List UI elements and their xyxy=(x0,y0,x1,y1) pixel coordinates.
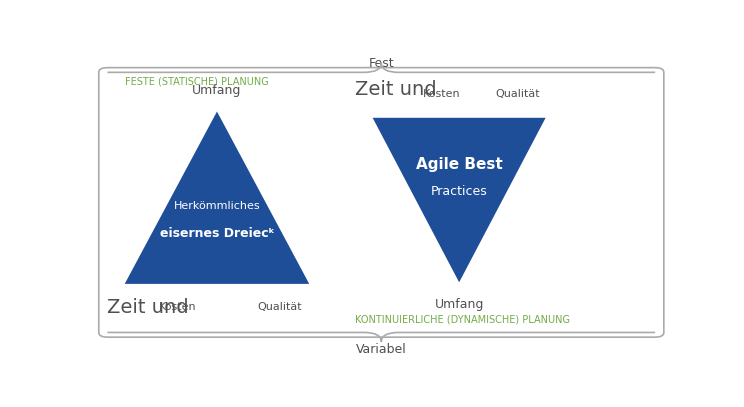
Text: KONTINUIERLICHE (DYNAMISCHE) PLANUNG: KONTINUIERLICHE (DYNAMISCHE) PLANUNG xyxy=(356,315,571,325)
Text: Agile Best: Agile Best xyxy=(416,157,502,172)
Text: Fest: Fest xyxy=(368,57,394,70)
Text: Umfang: Umfang xyxy=(192,84,242,97)
Polygon shape xyxy=(125,112,310,284)
Text: Umfang: Umfang xyxy=(434,298,484,311)
Text: Zeit und: Zeit und xyxy=(356,80,437,99)
Polygon shape xyxy=(373,118,545,282)
Text: FESTE (STATISCHE) PLANUNG: FESTE (STATISCHE) PLANUNG xyxy=(125,77,269,87)
Text: Zeit und: Zeit und xyxy=(107,298,189,317)
Text: Qualität: Qualität xyxy=(257,302,302,313)
Text: Kosten: Kosten xyxy=(423,89,461,99)
Text: Qualität: Qualität xyxy=(496,89,540,99)
Text: eisernes Dreiecᵏ: eisernes Dreiecᵏ xyxy=(160,227,275,240)
Text: Variabel: Variabel xyxy=(356,343,407,356)
Text: Herkömmliches: Herkömmliches xyxy=(173,201,260,210)
Text: Kosten: Kosten xyxy=(159,302,197,313)
Text: Practices: Practices xyxy=(431,185,487,198)
